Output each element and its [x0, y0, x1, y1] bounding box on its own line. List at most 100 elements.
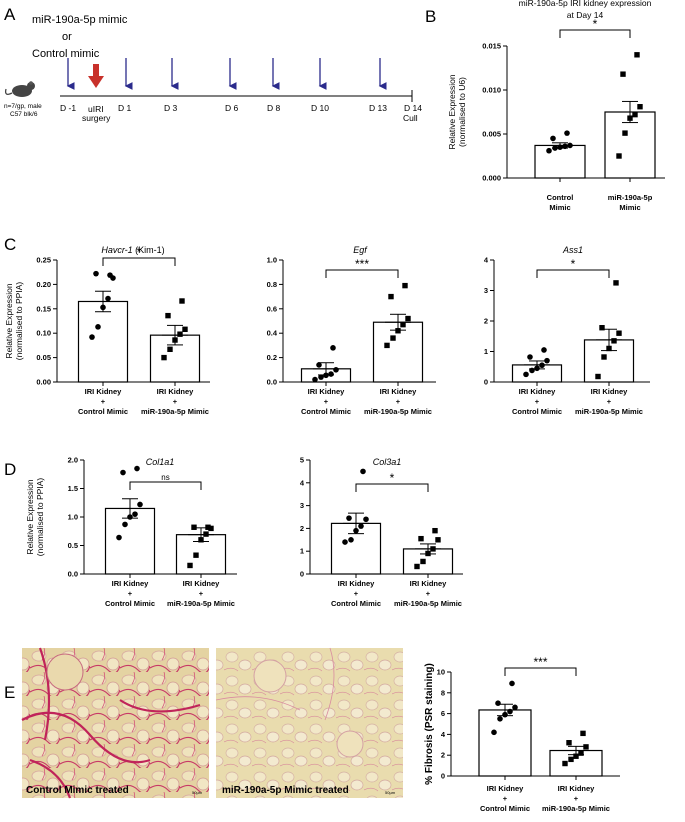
y-tick-label: 0.05 [36, 353, 51, 362]
category-label: + [535, 397, 540, 406]
data-point [611, 338, 617, 344]
data-point [89, 334, 95, 340]
chart-c1: Havcr-1 (Kim-1) Relative Expression (norma… [4, 245, 210, 416]
data-point [191, 524, 197, 530]
chart-title: Col1a1 [146, 457, 175, 467]
y-tick-label: 1 [300, 547, 304, 556]
data-point [595, 373, 601, 380]
data-point [527, 354, 533, 360]
micrograph-treated-caption: miR-190a-5p Mimic treated [222, 785, 349, 796]
timeline-arrows [66, 58, 387, 90]
data-point [198, 537, 204, 543]
category-label: miR-190a-5p Mimic [542, 804, 610, 813]
y-tick-label: 3 [300, 501, 304, 510]
data-point [316, 362, 322, 368]
panel-letter-c: C [4, 235, 16, 254]
data-point [550, 135, 556, 142]
surgery-arrow-icon [88, 64, 104, 88]
data-point [360, 468, 366, 475]
significance-bracket [102, 257, 176, 266]
y-axis-label: (normalised to PPIA) [35, 478, 45, 557]
category-label: Control Mimic [480, 804, 530, 813]
category-label: miR-190a-5p Mimic [167, 599, 235, 608]
data-point [132, 511, 138, 517]
category-label: IRI Kidney [183, 579, 221, 588]
data-point [100, 304, 106, 311]
data-point [573, 753, 579, 759]
data-point [105, 295, 111, 302]
significance-label: *** [533, 655, 547, 669]
bar [478, 709, 532, 777]
category-label: Control [547, 193, 574, 202]
y-tick-label: 2.0 [68, 456, 78, 465]
data-point [606, 345, 612, 352]
treatment-line-3: Control mimic [32, 48, 100, 60]
treatment-line-2: or [62, 31, 72, 43]
treatment-line-1: miR-190a-5p mimic [32, 14, 128, 26]
category-label: Mimic [619, 203, 640, 212]
timeline-day-label: D 8 [267, 103, 281, 113]
y-tick-label: 0.0 [267, 378, 277, 387]
micrograph-treated-scale: 50µm [385, 790, 396, 795]
y-tick-label: 0.20 [36, 280, 51, 289]
category-label: IRI Kidney [519, 387, 557, 396]
data-point [616, 153, 622, 159]
data-point [161, 354, 167, 361]
category-label: IRI Kidney [558, 784, 596, 793]
data-point [120, 469, 126, 476]
significance-bracket [129, 481, 202, 490]
category-label: IRI Kidney [410, 579, 448, 588]
data-point [400, 321, 406, 328]
data-point [116, 534, 122, 541]
y-tick-label: 2 [484, 317, 488, 326]
data-point [342, 539, 348, 545]
timeline-day-label: D 6 [225, 103, 239, 113]
data-point [418, 535, 424, 542]
data-point [182, 326, 188, 332]
y-tick-label: 0.25 [36, 256, 51, 265]
timeline-panel: miR-190a-5p mimic or Control mimic n=7/g… [4, 14, 422, 123]
data-point [312, 376, 318, 383]
chart-title: at Day 14 [567, 10, 604, 20]
mouse-info-line-2: C57 blk/6 [10, 111, 38, 118]
category-label: + [199, 589, 204, 598]
y-tick-label: 0.15 [36, 304, 51, 313]
data-point [507, 708, 513, 715]
data-point [134, 465, 140, 472]
category-label: + [173, 397, 178, 406]
data-point [193, 552, 199, 558]
data-point [208, 525, 214, 532]
data-point [435, 537, 441, 543]
data-point [632, 111, 638, 118]
data-point [562, 760, 568, 767]
data-point [425, 550, 431, 557]
data-point [318, 374, 324, 380]
data-point [534, 365, 540, 372]
y-tick-label: 4 [441, 730, 446, 739]
timeline-day-label: D 14 [404, 103, 422, 113]
category-label: miR-190a-5p Mimic [575, 407, 643, 416]
category-label: IRI Kidney [591, 387, 629, 396]
data-point [634, 52, 640, 58]
chart-title: Col3a1 [373, 457, 402, 467]
panel-letter-b: B [425, 7, 436, 26]
category-label: + [396, 397, 401, 406]
data-point [539, 362, 545, 369]
y-tick-label: 0.6 [267, 304, 277, 313]
category-label: miR-190a-5p Mimic [141, 407, 209, 416]
y-tick-label: 0.005 [482, 130, 501, 139]
data-point [203, 531, 209, 537]
panel-letter-a: A [4, 5, 16, 24]
panel-letter-e: E [4, 683, 15, 702]
category-label: + [324, 397, 329, 406]
panel-letter-d: D [4, 460, 16, 479]
data-point [616, 330, 622, 336]
data-point [567, 142, 573, 149]
y-tick-label: 10 [437, 668, 445, 677]
timeline-day-labels: D -1 D 1 D 3 D 6 D 8 D 10 D 13 D 14 [60, 103, 422, 113]
mouse-info-line-1: n=7/gp, male [4, 103, 42, 110]
y-tick-label: 0.0 [68, 570, 78, 579]
